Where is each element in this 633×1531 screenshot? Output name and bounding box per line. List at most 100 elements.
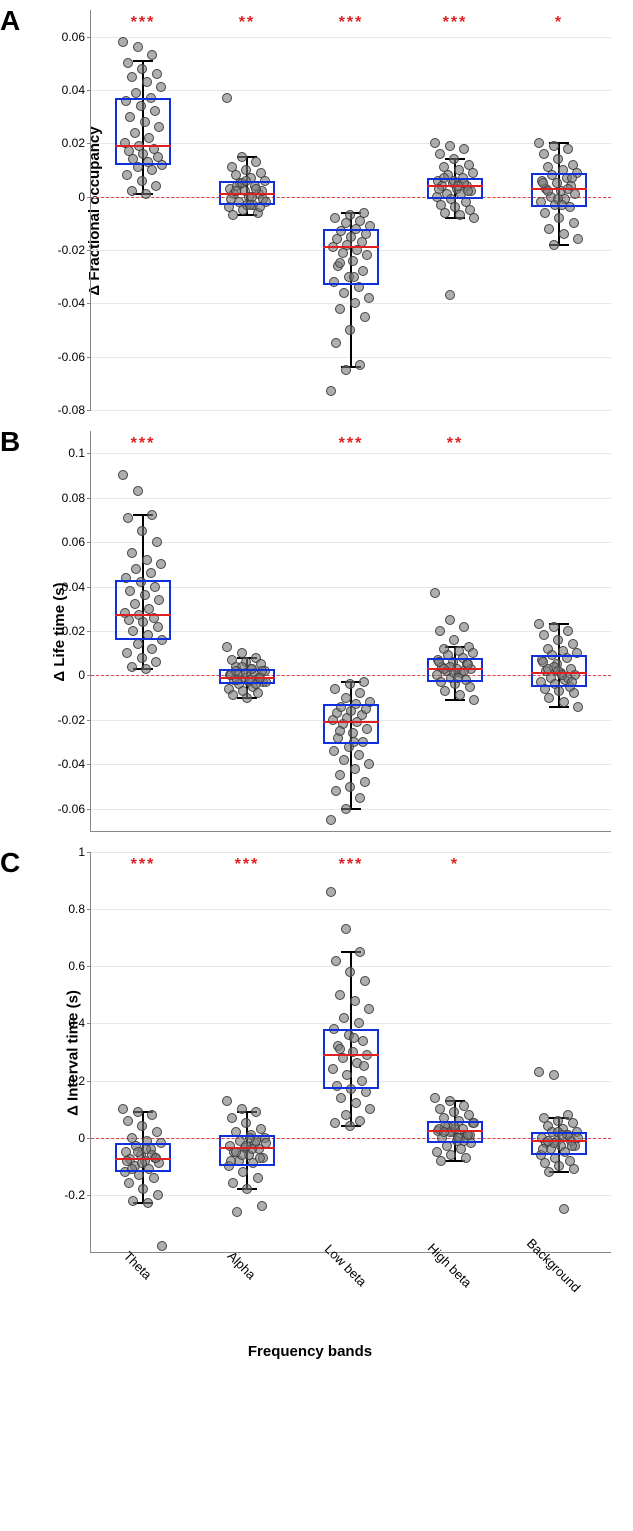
data-point	[137, 1121, 147, 1131]
y-tick-label: 0.4	[68, 1016, 91, 1030]
data-point	[435, 149, 445, 159]
data-point	[127, 72, 137, 82]
data-point	[360, 976, 370, 986]
y-tick-label: 0.06	[62, 30, 91, 44]
y-tick-label: 0	[78, 668, 91, 682]
data-point	[549, 240, 559, 250]
data-point	[237, 1104, 247, 1114]
gridline	[91, 542, 611, 543]
x-tick-label: Theta	[121, 1248, 155, 1282]
gridline	[91, 498, 611, 499]
data-point	[459, 144, 469, 154]
data-point	[131, 564, 141, 574]
y-tick-label: 1	[78, 845, 91, 859]
data-point	[222, 642, 232, 652]
data-point	[141, 664, 151, 674]
y-tick-label: -0.04	[58, 296, 91, 310]
data-point	[544, 1167, 554, 1177]
data-point	[468, 168, 478, 178]
data-point	[331, 338, 341, 348]
data-point	[137, 526, 147, 536]
y-tick-label: -0.06	[58, 350, 91, 364]
data-point	[350, 298, 360, 308]
data-point	[350, 764, 360, 774]
data-point	[133, 486, 143, 496]
data-point	[147, 644, 157, 654]
data-point	[153, 1190, 163, 1200]
data-point	[549, 622, 559, 632]
data-point	[241, 1118, 251, 1128]
y-tick-label: -0.02	[58, 243, 91, 257]
data-point	[554, 1161, 564, 1171]
significance-marker: *	[555, 14, 563, 32]
data-point	[469, 695, 479, 705]
data-point	[436, 1156, 446, 1166]
data-point	[143, 1198, 153, 1208]
box	[427, 1121, 483, 1144]
data-point	[341, 365, 351, 375]
data-point	[345, 1121, 355, 1131]
data-point	[157, 1241, 167, 1251]
significance-marker: ***	[131, 435, 156, 453]
data-point	[544, 693, 554, 703]
data-point	[553, 154, 563, 164]
data-point	[365, 1104, 375, 1114]
data-point	[326, 815, 336, 825]
data-point	[335, 304, 345, 314]
data-point	[118, 1104, 128, 1114]
data-point	[569, 1164, 579, 1174]
panel-B: BΔ Life time (s)-0.06-0.04-0.0200.020.04…	[40, 431, 610, 832]
data-point	[222, 93, 232, 103]
gridline	[91, 909, 611, 910]
median-line	[531, 672, 587, 674]
significance-marker: ***	[339, 14, 364, 32]
data-point	[127, 662, 137, 672]
data-point	[534, 1067, 544, 1077]
data-point	[237, 152, 247, 162]
data-point	[147, 510, 157, 520]
data-point	[335, 990, 345, 1000]
data-point	[549, 1070, 559, 1080]
data-point	[331, 786, 341, 796]
data-point	[430, 138, 440, 148]
data-point	[133, 1107, 143, 1117]
data-point	[455, 690, 465, 700]
box	[531, 1132, 587, 1155]
data-point	[354, 1018, 364, 1028]
data-point	[326, 386, 336, 396]
data-point	[360, 312, 370, 322]
data-point	[142, 77, 152, 87]
box	[323, 1029, 379, 1089]
significance-marker: ***	[339, 856, 364, 874]
data-point	[465, 682, 475, 692]
data-point	[446, 1150, 456, 1160]
data-point	[257, 1201, 267, 1211]
data-point	[152, 537, 162, 547]
significance-marker: ***	[235, 856, 260, 874]
data-point	[251, 157, 261, 167]
y-tick-label: -0.2	[64, 1188, 91, 1202]
x-axis-label: Frequency bands	[50, 1343, 570, 1360]
data-point	[156, 82, 166, 92]
figure: AΔ Fractional occupancy-0.08-0.06-0.04-0…	[0, 0, 633, 1380]
data-point	[345, 325, 355, 335]
data-point	[122, 170, 132, 180]
gridline	[91, 90, 611, 91]
data-point	[364, 759, 374, 769]
significance-marker: **	[447, 435, 463, 453]
data-point	[459, 622, 469, 632]
data-point	[563, 626, 573, 636]
y-tick-label: 0.04	[62, 83, 91, 97]
data-point	[127, 186, 137, 196]
y-tick-label: 0.8	[68, 902, 91, 916]
data-point	[242, 1184, 252, 1194]
data-point	[449, 154, 459, 164]
significance-marker: ***	[131, 856, 156, 874]
box	[427, 658, 483, 682]
data-point	[228, 690, 238, 700]
median-line	[323, 246, 379, 248]
plot-area: -0.200.20.40.60.81***Theta***Alpha***Low…	[90, 852, 611, 1253]
data-point	[147, 50, 157, 60]
data-point	[339, 1013, 349, 1023]
data-point	[147, 1110, 157, 1120]
